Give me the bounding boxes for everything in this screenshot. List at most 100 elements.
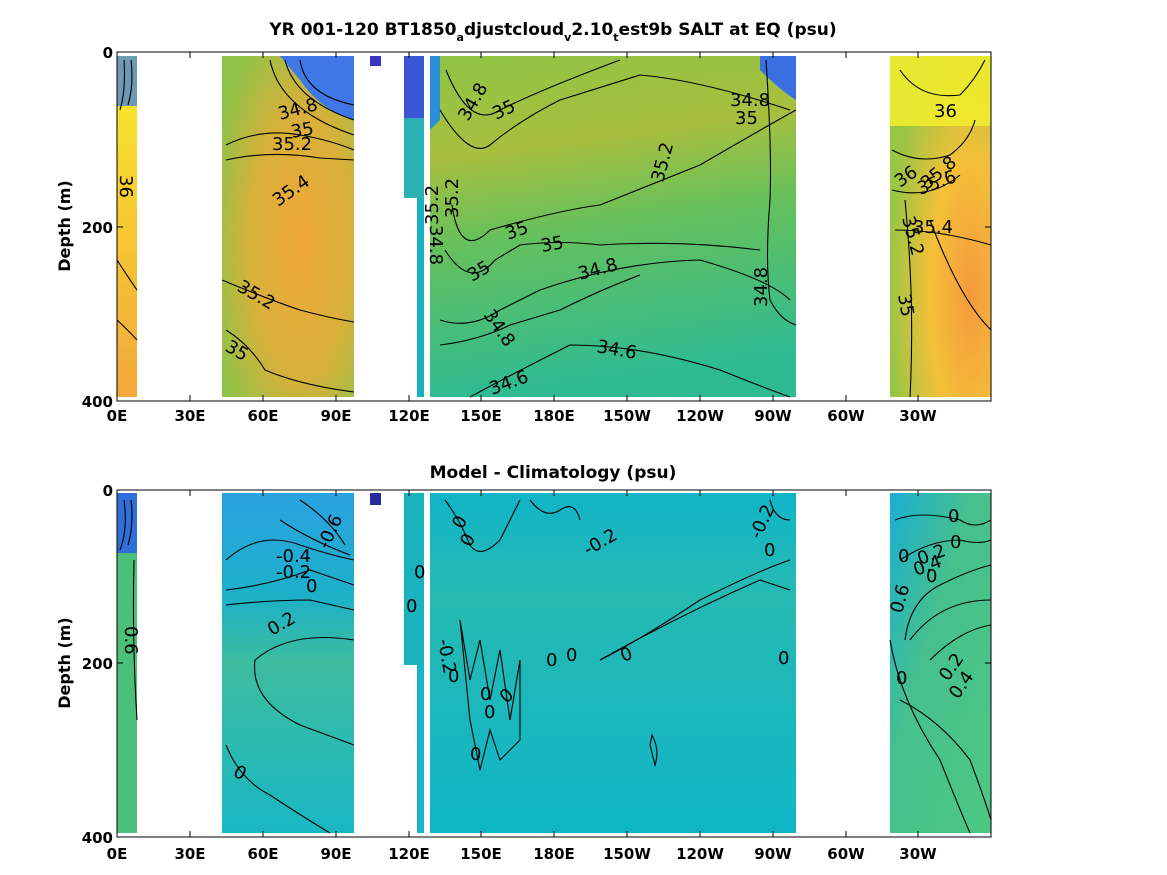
contour-label: 0 xyxy=(778,648,789,669)
contour-line xyxy=(899,699,992,821)
title-part-3: 2.10 xyxy=(571,20,613,40)
contour-line xyxy=(225,569,355,591)
field-maritime-a xyxy=(404,56,424,118)
field-surface-fresh-west xyxy=(117,493,137,553)
contour-line xyxy=(445,59,621,116)
contour-line xyxy=(529,499,581,521)
contour-label: 0 xyxy=(448,666,459,687)
xtick-label: 30E xyxy=(174,845,205,863)
top-panel-title: YR 001-120 BT1850adjustcloudv2.10test9b … xyxy=(268,20,836,44)
bottom-panel-title: Model - Climatology (psu) xyxy=(430,463,677,483)
xtick-label: 120E xyxy=(388,407,430,425)
title-sub-a: a xyxy=(457,31,464,44)
contour-line xyxy=(444,499,521,552)
bottom-xtick-marks xyxy=(116,490,991,837)
title-sub-t: t xyxy=(613,31,618,44)
xtick-label: 120W xyxy=(676,845,724,863)
contour-label: 36 xyxy=(115,175,136,198)
xtick-label: 90W xyxy=(754,845,792,863)
xtick-label: 0E xyxy=(107,845,128,863)
xtick-label: 120E xyxy=(388,845,430,863)
contour-line xyxy=(439,274,641,346)
bottom-ylabel: Depth (m) xyxy=(55,617,74,709)
bottom-xtick-labels: 0E 30E 60E 90E 120E 150E 180E 150W 120W … xyxy=(107,845,938,863)
xtick-label: 150E xyxy=(460,845,502,863)
contour-label: 0 xyxy=(896,668,907,689)
contour-line xyxy=(116,59,138,341)
field-indian xyxy=(222,493,354,833)
field-maritime-c xyxy=(417,198,424,397)
field-maritime-a xyxy=(404,493,424,665)
contour-line xyxy=(439,74,791,150)
field-africa-west xyxy=(117,56,137,397)
contour-label: 0 xyxy=(484,702,495,723)
contour-label: 36 xyxy=(934,101,957,122)
xtick-label: 180E xyxy=(533,845,575,863)
contour-line xyxy=(889,639,971,834)
contour-label: 0 xyxy=(948,506,959,527)
contour-label: 0 xyxy=(406,596,417,617)
field-strait-1 xyxy=(370,493,381,505)
contour-line xyxy=(899,539,992,561)
contour-label: 35.4 xyxy=(913,217,953,238)
contour-label: 35.2 xyxy=(422,185,443,225)
contour-label: 0 xyxy=(950,532,961,553)
field-surface-fresh-west xyxy=(117,56,137,106)
xtick-label: 150W xyxy=(603,407,651,425)
title-part-2: djustcloud xyxy=(464,20,564,40)
contour-line xyxy=(269,59,355,136)
bottom-ytick-labels: 0 200 400 xyxy=(82,482,113,847)
contour-line xyxy=(225,599,355,611)
contour-label: 0 xyxy=(926,566,937,587)
field-atlantic xyxy=(890,493,991,833)
contour-line xyxy=(225,744,331,834)
contour-label: 0.6 xyxy=(120,626,141,655)
contour-line xyxy=(225,329,355,393)
top-contour-lines xyxy=(116,59,992,398)
contour-line xyxy=(894,514,992,526)
tick-marks xyxy=(116,490,991,837)
contour-line xyxy=(909,599,992,661)
xtick-label: 60W xyxy=(827,407,865,425)
contour-line xyxy=(451,109,797,242)
contour-label: 35 xyxy=(735,108,758,129)
contour-label: 0 xyxy=(470,744,481,765)
ytick-label: 200 xyxy=(82,655,113,673)
top-xtick-marks xyxy=(116,52,991,401)
ytick-label: 0 xyxy=(103,482,113,500)
contour-line xyxy=(765,59,797,326)
bottom-contour-lines xyxy=(119,499,992,834)
field-atlantic-surface xyxy=(890,56,991,126)
contour-label: 0 xyxy=(546,650,557,671)
title-part-1: YR 001-120 BT1850 xyxy=(268,20,456,40)
contour-label: 35 xyxy=(539,232,565,257)
field-pacific-east-fresh xyxy=(760,56,796,100)
contour-line xyxy=(459,619,521,771)
contour-label: 35.2 xyxy=(442,178,463,218)
field-pacific xyxy=(430,56,796,397)
field-pacific xyxy=(430,493,796,833)
contour-label: 35 xyxy=(289,118,315,143)
xtick-label: 60E xyxy=(247,845,278,863)
xtick-label: 30E xyxy=(174,407,205,425)
contour-line xyxy=(221,279,355,323)
xtick-label: 120W xyxy=(676,407,724,425)
top-ylabel: Depth (m) xyxy=(55,180,74,272)
xtick-label: 0E xyxy=(107,407,128,425)
ytick-label: 200 xyxy=(82,219,113,237)
title-sub-v: v xyxy=(564,31,572,44)
contour-line xyxy=(904,199,992,398)
xtick-label: 150W xyxy=(603,845,651,863)
ytick-label: 0 xyxy=(103,44,113,62)
contour-line xyxy=(225,153,355,161)
contour-line xyxy=(254,636,355,746)
xtick-label: 180E xyxy=(533,407,575,425)
contour-line xyxy=(225,539,355,561)
xtick-label: 60W xyxy=(827,845,865,863)
field-maritime-b xyxy=(404,118,424,198)
contour-line xyxy=(225,132,355,151)
field-indian xyxy=(222,56,354,397)
xtick-label: 90E xyxy=(320,407,351,425)
contour-line xyxy=(891,174,992,246)
